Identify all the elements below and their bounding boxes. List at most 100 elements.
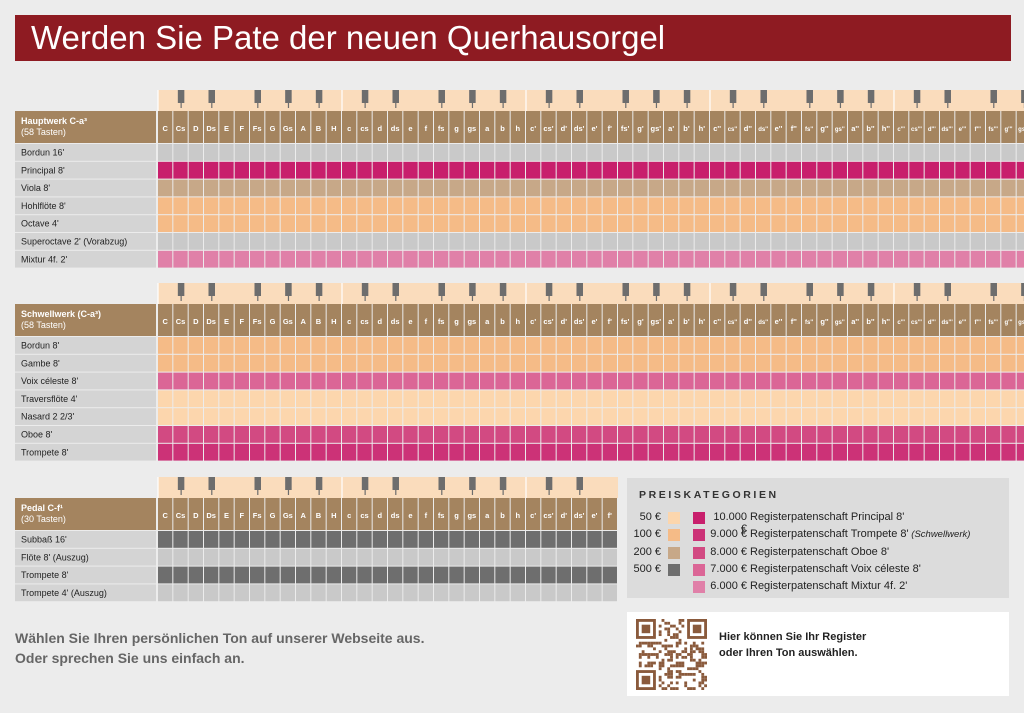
tone-cell[interactable]	[633, 443, 648, 461]
tone-cell[interactable]	[341, 584, 357, 602]
tone-cell[interactable]	[326, 443, 341, 461]
tone-cell[interactable]	[571, 161, 587, 179]
tone-cell[interactable]	[372, 566, 387, 584]
tone-cell[interactable]	[203, 337, 219, 354]
tone-cell[interactable]	[341, 443, 357, 461]
tone-cell[interactable]	[556, 250, 571, 268]
tone-cell[interactable]	[326, 408, 341, 425]
black-key[interactable]	[913, 90, 921, 103]
tone-cell[interactable]	[786, 197, 801, 215]
tone-cell[interactable]	[571, 354, 587, 372]
tone-cell[interactable]	[556, 179, 571, 197]
black-key[interactable]	[837, 90, 844, 103]
tone-cell[interactable]	[510, 566, 525, 584]
tone-cell[interactable]	[203, 390, 219, 408]
tone-cell[interactable]	[648, 233, 663, 250]
tone-cell[interactable]	[1016, 372, 1024, 390]
tone-cell[interactable]	[863, 144, 878, 161]
tone-cell[interactable]	[771, 161, 786, 179]
tone-cell[interactable]	[955, 250, 970, 268]
tone-cell[interactable]	[203, 250, 219, 268]
tone-cell[interactable]	[755, 179, 771, 197]
tone-cell[interactable]	[817, 250, 832, 268]
tone-cell[interactable]	[679, 197, 694, 215]
tone-cell[interactable]	[832, 337, 847, 354]
tone-cell[interactable]	[372, 354, 387, 372]
tone-cell[interactable]	[433, 548, 449, 566]
black-key[interactable]	[208, 90, 215, 103]
tone-cell[interactable]	[939, 354, 955, 372]
tone-cell[interactable]	[173, 372, 188, 390]
tone-cell[interactable]	[341, 337, 357, 354]
tone-cell[interactable]	[832, 197, 847, 215]
tone-cell[interactable]	[725, 443, 740, 461]
tone-cell[interactable]	[249, 161, 265, 179]
tone-cell[interactable]	[617, 337, 633, 354]
tone-cell[interactable]	[357, 408, 372, 425]
tone-cell[interactable]	[985, 233, 1001, 250]
tone-cell[interactable]	[878, 215, 893, 232]
tone-cell[interactable]	[357, 215, 372, 232]
tone-cell[interactable]	[265, 443, 280, 461]
tone-cell[interactable]	[265, 144, 280, 161]
tone-cell[interactable]	[510, 250, 525, 268]
tone-cell[interactable]	[280, 354, 295, 372]
tone-cell[interactable]	[433, 443, 449, 461]
tone-cell[interactable]	[173, 161, 188, 179]
tone-cell[interactable]	[357, 197, 372, 215]
tone-cell[interactable]	[847, 215, 863, 232]
tone-cell[interactable]	[541, 354, 556, 372]
tone-cell[interactable]	[679, 215, 694, 232]
tone-cell[interactable]	[357, 548, 372, 566]
tone-cell[interactable]	[479, 426, 495, 443]
tone-cell[interactable]	[725, 250, 740, 268]
tone-cell[interactable]	[648, 443, 663, 461]
tone-cell[interactable]	[418, 144, 433, 161]
tone-cell[interactable]	[265, 531, 280, 548]
tone-cell[interactable]	[556, 354, 571, 372]
tone-cell[interactable]	[418, 233, 433, 250]
tone-cell[interactable]	[158, 197, 173, 215]
tone-cell[interactable]	[663, 144, 679, 161]
tone-cell[interactable]	[188, 566, 203, 584]
tone-cell[interactable]	[985, 426, 1001, 443]
tone-cell[interactable]	[341, 354, 357, 372]
tone-cell[interactable]	[387, 233, 403, 250]
tone-cell[interactable]	[1001, 408, 1016, 425]
tone-cell[interactable]	[173, 354, 188, 372]
tone-cell[interactable]	[817, 443, 832, 461]
tone-cell[interactable]	[173, 408, 188, 425]
tone-cell[interactable]	[449, 337, 464, 354]
tone-cell[interactable]	[617, 426, 633, 443]
tone-cell[interactable]	[541, 426, 556, 443]
tone-cell[interactable]	[449, 179, 464, 197]
tone-cell[interactable]	[863, 372, 878, 390]
tone-cell[interactable]	[326, 233, 341, 250]
tone-cell[interactable]	[939, 390, 955, 408]
tone-cell[interactable]	[403, 566, 418, 584]
tone-cell[interactable]	[878, 337, 893, 354]
tone-cell[interactable]	[771, 197, 786, 215]
tone-cell[interactable]	[939, 161, 955, 179]
tone-cell[interactable]	[878, 426, 893, 443]
tone-cell[interactable]	[970, 161, 985, 179]
tone-cell[interactable]	[311, 354, 326, 372]
tone-cell[interactable]	[464, 233, 479, 250]
tone-cell[interactable]	[771, 372, 786, 390]
tone-cell[interactable]	[709, 390, 725, 408]
tone-cell[interactable]	[173, 443, 188, 461]
tone-cell[interactable]	[464, 337, 479, 354]
tone-cell[interactable]	[694, 233, 709, 250]
tone-cell[interactable]	[495, 408, 510, 425]
tone-cell[interactable]	[158, 354, 173, 372]
tone-cell[interactable]	[372, 215, 387, 232]
tone-cell[interactable]	[479, 179, 495, 197]
tone-cell[interactable]	[648, 250, 663, 268]
tone-cell[interactable]	[357, 390, 372, 408]
tone-cell[interactable]	[265, 233, 280, 250]
tone-cell[interactable]	[847, 354, 863, 372]
tone-cell[interactable]	[403, 144, 418, 161]
tone-cell[interactable]	[786, 250, 801, 268]
tone-cell[interactable]	[158, 161, 173, 179]
tone-cell[interactable]	[985, 179, 1001, 197]
